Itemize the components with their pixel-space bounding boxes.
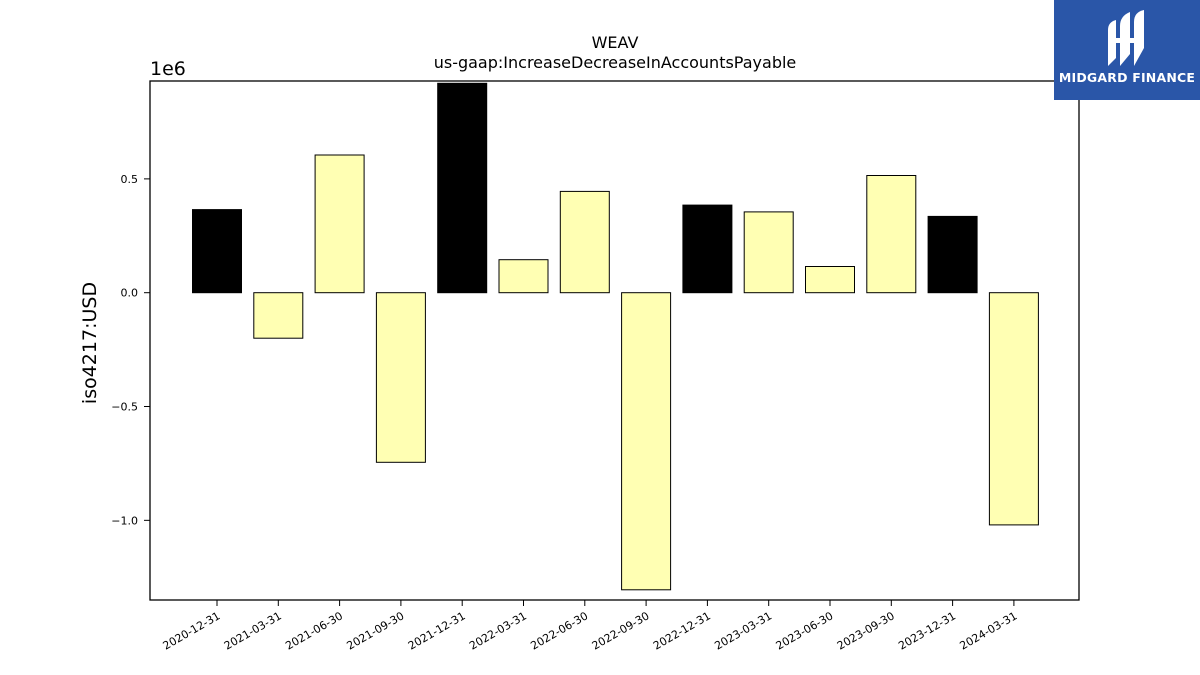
x-tick-label: 2021-03-31 bbox=[222, 609, 284, 652]
midgard-logo-icon bbox=[1108, 10, 1144, 66]
y-tick-label: −0.5 bbox=[111, 401, 138, 414]
bar-2020-12-31 bbox=[192, 209, 242, 294]
bar-2022-12-31 bbox=[682, 204, 733, 294]
x-tick-label: 2024-03-31 bbox=[958, 609, 1020, 652]
bar-2024-03-31 bbox=[988, 292, 1039, 526]
x-tick-label: 2023-12-31 bbox=[896, 609, 958, 652]
y-tick-label: 0.0 bbox=[121, 287, 139, 300]
logo-text: MIDGARD FINANCE bbox=[1058, 70, 1196, 85]
bar-2022-06-30 bbox=[559, 190, 610, 294]
bar-2021-06-30 bbox=[314, 154, 365, 294]
plot-frame bbox=[149, 80, 1080, 601]
x-tick-label: 2022-12-31 bbox=[651, 609, 713, 652]
bars-group bbox=[192, 82, 1039, 591]
bar-2022-09-30 bbox=[621, 292, 672, 591]
x-tick-label: 2022-06-30 bbox=[528, 609, 590, 652]
x-tick-label: 2021-06-30 bbox=[283, 609, 345, 652]
x-tick-label: 2022-09-30 bbox=[590, 609, 652, 652]
bar-2022-03-31 bbox=[498, 259, 549, 294]
bar-2023-03-31 bbox=[743, 211, 794, 294]
y-offset-label: 1e6 bbox=[150, 58, 186, 80]
y-axis-ticks: −1.0 −0.5 0.0 0.5 bbox=[111, 173, 150, 527]
y-tick-label: −1.0 bbox=[111, 514, 138, 527]
y-axis-label: iso4217:USD bbox=[79, 282, 101, 404]
midgard-finance-logo: MIDGARD FINANCE bbox=[1054, 0, 1200, 100]
x-axis-ticks: 2020-12-31 2021-03-31 2021-06-30 2021-09-30… bbox=[161, 600, 1020, 653]
bar-2023-12-31 bbox=[927, 215, 978, 294]
x-tick-label: 2023-03-31 bbox=[712, 609, 774, 652]
bar-2023-06-30 bbox=[805, 266, 855, 294]
bar-2021-03-31 bbox=[253, 292, 304, 339]
x-tick-label: 2023-09-30 bbox=[835, 609, 897, 652]
x-tick-label: 2023-06-30 bbox=[774, 609, 836, 652]
chart-title: WEAV bbox=[592, 33, 639, 52]
x-tick-label: 2021-12-31 bbox=[406, 609, 468, 652]
bar-2021-12-31 bbox=[437, 82, 488, 294]
bar-2023-09-30 bbox=[866, 175, 917, 294]
bar-2021-09-30 bbox=[375, 292, 426, 463]
chart-subtitle: us-gaap:IncreaseDecreaseInAccountsPayabl… bbox=[434, 53, 797, 72]
x-tick-label: 2020-12-31 bbox=[161, 609, 223, 652]
x-tick-label: 2021-09-30 bbox=[345, 609, 407, 652]
y-tick-label: 0.5 bbox=[121, 173, 139, 186]
x-tick-label: 2022-03-31 bbox=[467, 609, 529, 652]
